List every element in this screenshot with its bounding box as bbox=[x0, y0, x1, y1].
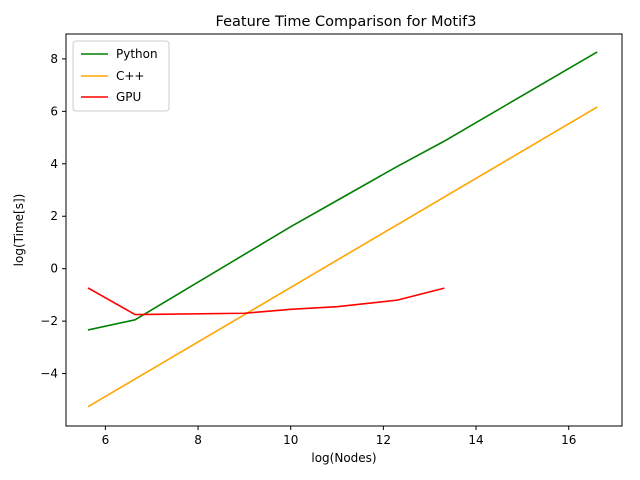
series-line-cp bbox=[87, 106, 598, 408]
x-tick-label: 16 bbox=[561, 433, 576, 447]
y-tick-label: −4 bbox=[40, 367, 58, 381]
y-tick-label: 4 bbox=[50, 157, 58, 171]
legend-label-cpp: C++ bbox=[116, 69, 145, 83]
chart-title: Feature Time Comparison for Motif3 bbox=[216, 14, 477, 30]
x-tick-label: 6 bbox=[102, 433, 110, 447]
legend-label-python: Python bbox=[116, 47, 158, 61]
x-tick-label: 12 bbox=[376, 433, 391, 447]
x-tick-label: 10 bbox=[283, 433, 298, 447]
x-tick-label: 14 bbox=[468, 433, 483, 447]
y-axis: −4 −2 0 2 4 6 8 bbox=[40, 52, 66, 381]
x-axis: 6 8 10 12 14 16 bbox=[102, 426, 576, 447]
y-tick-label: 2 bbox=[50, 209, 58, 223]
series-line-gpu bbox=[87, 287, 445, 316]
series-line-python bbox=[87, 51, 598, 331]
y-tick-label: 6 bbox=[50, 104, 58, 118]
x-tick-label: 8 bbox=[194, 433, 202, 447]
y-tick-label: −2 bbox=[40, 314, 58, 328]
plot-frame bbox=[65, 33, 623, 427]
x-axis-label: log(Nodes) bbox=[311, 451, 376, 465]
series-layer bbox=[87, 51, 598, 408]
legend-box bbox=[72, 40, 170, 112]
legend: Python C++ GPU bbox=[72, 40, 170, 112]
y-axis-label: log(Time[s]) bbox=[12, 194, 26, 267]
legend-label-gpu: GPU bbox=[116, 90, 141, 104]
y-tick-label: 8 bbox=[50, 52, 58, 66]
y-tick-label: 0 bbox=[50, 262, 58, 276]
